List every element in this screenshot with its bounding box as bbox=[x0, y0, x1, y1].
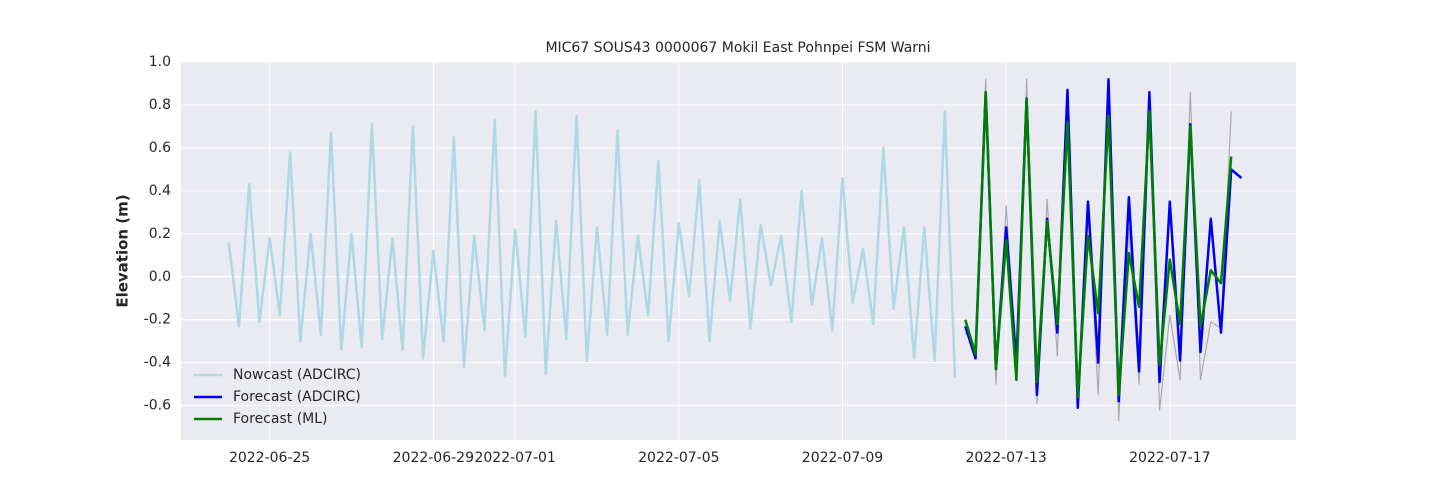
chart-title: MIC67 SOUS43 0000067 Mokil East Pohnpei … bbox=[545, 40, 930, 56]
y-tick-label: -0.2 bbox=[144, 312, 171, 328]
y-tick-label: -0.4 bbox=[144, 355, 171, 371]
x-tick-label: 2022-07-01 bbox=[474, 450, 555, 466]
y-tick-label: 1.0 bbox=[149, 54, 171, 70]
x-tick-label: 2022-07-13 bbox=[965, 450, 1046, 466]
x-tick-label: 2022-07-05 bbox=[638, 450, 719, 466]
y-tick-label: 0.6 bbox=[149, 140, 171, 156]
y-tick-label: 0.0 bbox=[149, 269, 171, 285]
y-tick-label: 0.2 bbox=[149, 226, 171, 242]
plot-area bbox=[181, 62, 1296, 440]
legend-label: Forecast (ML) bbox=[233, 411, 328, 427]
grid bbox=[181, 61, 1296, 440]
y-tick-label: -0.6 bbox=[144, 398, 171, 414]
x-tick-label: 2022-07-09 bbox=[802, 450, 883, 466]
y-tick-label: 0.4 bbox=[149, 183, 171, 199]
legend-label: Forecast (ADCIRC) bbox=[233, 389, 361, 405]
x-tick-label: 2022-06-29 bbox=[393, 450, 474, 466]
y-tick-label: 0.8 bbox=[149, 97, 171, 113]
legend-label: Nowcast (ADCIRC) bbox=[233, 367, 361, 383]
series-line bbox=[227, 110, 957, 378]
series-line bbox=[964, 90, 1233, 399]
x-tick-label: 2022-06-25 bbox=[229, 450, 310, 466]
y-axis-label: Elevation (m) bbox=[114, 194, 132, 307]
x-tick-label: 2022-07-17 bbox=[1129, 450, 1210, 466]
